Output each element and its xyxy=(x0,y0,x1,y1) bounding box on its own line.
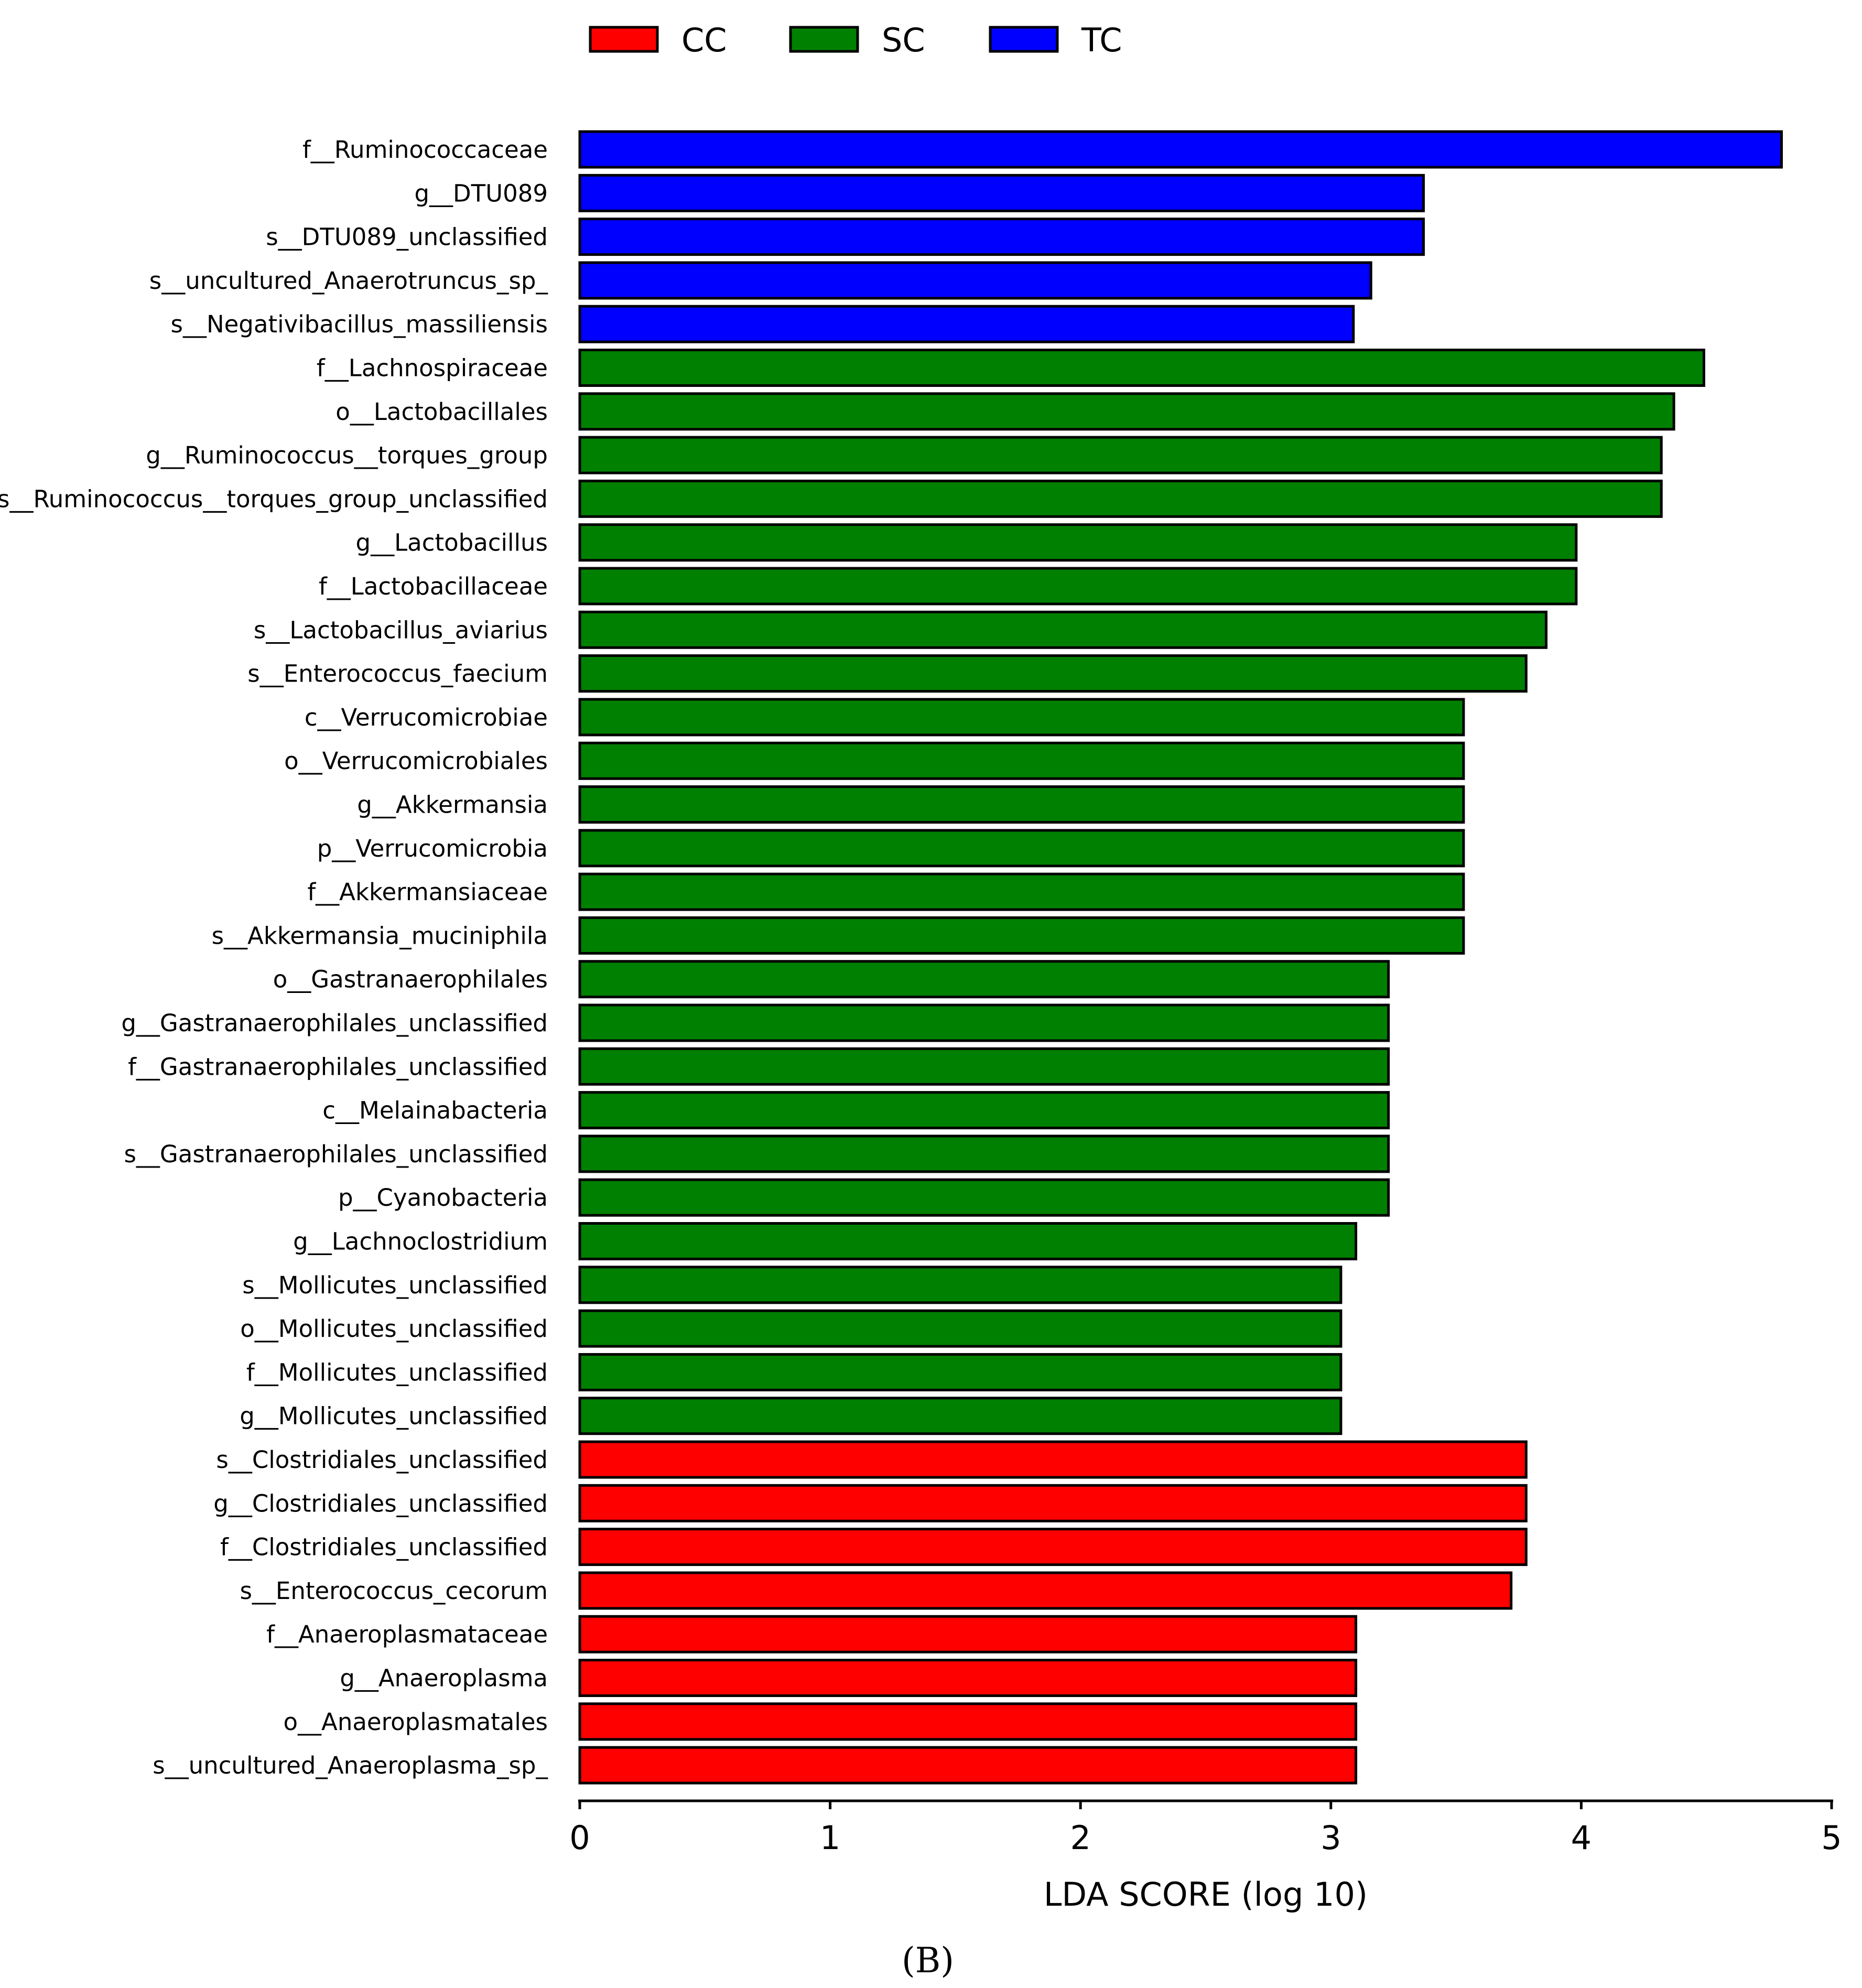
category-label: s__uncultured_Anaeroplasma_sp_ xyxy=(153,1752,548,1779)
bar-g__Lachnoclostridium xyxy=(578,1222,1358,1260)
bar-s__Clostridiales_unclassified xyxy=(578,1440,1528,1479)
legend-swatch-SC xyxy=(789,26,859,53)
bars xyxy=(578,130,1783,1785)
legend-label-SC: SC xyxy=(882,21,925,59)
legend: CC SC TC xyxy=(589,21,1122,59)
bar-s__Enterococcus_faecium xyxy=(578,654,1528,693)
category-label: f__Clostridiales_unclassified xyxy=(220,1533,548,1561)
category-label: s__Enterococcus_faecium xyxy=(247,660,548,688)
legend-label-TC: TC xyxy=(1081,21,1122,59)
category-label: o__Mollicutes_unclassified xyxy=(240,1315,548,1343)
category-label: s__Negativibacillus_massiliensis xyxy=(171,310,548,338)
category-label: g__Ruminococcus__torques_group xyxy=(146,441,548,469)
bar-s__uncultured_Anaerotruncus_sp_ xyxy=(578,261,1372,300)
category-label: f__Lachnospiraceae xyxy=(317,354,548,382)
bar-f__Mollicutes_unclassified xyxy=(578,1353,1343,1391)
bar-s__Ruminococcus__torques_group_unclassified xyxy=(578,479,1663,518)
x-tick-label: 5 xyxy=(1821,1819,1842,1857)
category-label: s__Enterococcus_cecorum xyxy=(240,1577,548,1605)
bar-c__Verrucomicrobiae xyxy=(578,698,1465,737)
category-label: s__DTU089_unclassified xyxy=(266,223,548,251)
bar-f__Lactobacillaceae xyxy=(578,567,1578,606)
category-label: g__DTU089 xyxy=(414,179,548,207)
bar-g__Akkermansia xyxy=(578,785,1465,824)
category-label: o__Gastranaerophilales xyxy=(273,966,548,993)
category-label: f__Anaeroplasmataceae xyxy=(266,1620,548,1648)
x-axis-label: LDA SCORE (log 10) xyxy=(1044,1875,1368,1914)
bar-g__Gastranaerophilales_unclassified xyxy=(578,1003,1390,1042)
bar-o__Anaeroplasmatales xyxy=(578,1702,1358,1741)
bar-p__Verrucomicrobia xyxy=(578,829,1465,868)
category-label: s__Mollicutes_unclassified xyxy=(242,1271,548,1299)
bar-f__Clostridiales_unclassified xyxy=(578,1528,1528,1566)
category-label: s__Ruminococcus__torques_group_unclassif… xyxy=(0,485,548,513)
category-label: p__Cyanobacteria xyxy=(338,1184,548,1212)
bar-o__Verrucomicrobiales xyxy=(578,741,1465,780)
category-label: f__Akkermansiaceae xyxy=(307,878,548,906)
category-label: c__Melainabacteria xyxy=(322,1097,548,1125)
legend-swatch-CC xyxy=(589,26,659,53)
bar-o__Gastranaerophilales xyxy=(578,960,1390,999)
bar-f__Gastranaerophilales_unclassified xyxy=(578,1047,1390,1086)
x-tick-label: 3 xyxy=(1320,1819,1341,1857)
legend-swatch-TC xyxy=(989,26,1059,53)
bar-c__Melainabacteria xyxy=(578,1091,1390,1130)
bar-g__Clostridiales_unclassified xyxy=(578,1484,1528,1522)
category-label: g__Akkermansia xyxy=(357,791,548,819)
x-axis: 0 1 2 3 4 5 xyxy=(569,1799,1842,1857)
category-label: s__Clostridiales_unclassified xyxy=(216,1446,548,1474)
category-label: f__Gastranaerophilales_unclassified xyxy=(128,1053,548,1081)
bar-g__DTU089 xyxy=(578,174,1425,212)
bar-g__Anaeroplasma xyxy=(578,1659,1358,1697)
category-label: s__Gastranaerophilales_unclassified xyxy=(124,1140,548,1168)
bar-s__uncultured_Anaeroplasma_sp_ xyxy=(578,1746,1358,1785)
category-label: o__Verrucomicrobiales xyxy=(284,747,548,775)
bar-f__Akkermansiaceae xyxy=(578,872,1465,911)
category-label: g__Mollicutes_unclassified xyxy=(240,1402,548,1430)
category-label: g__Gastranaerophilales_unclassified xyxy=(121,1009,548,1037)
bar-o__Mollicutes_unclassified xyxy=(578,1309,1343,1348)
category-label: g__Lactobacillus xyxy=(356,529,548,557)
category-label: f__Lactobacillaceae xyxy=(319,572,548,600)
bar-f__Anaeroplasmataceae xyxy=(578,1615,1358,1654)
category-label: c__Verrucomicrobiae xyxy=(305,704,548,731)
bar-s__Akkermansia_muciniphila xyxy=(578,916,1465,955)
panel-label: (B) xyxy=(902,1940,954,1981)
category-label: f__Mollicutes_unclassified xyxy=(246,1358,548,1386)
bar-s__Negativibacillus_massiliensis xyxy=(578,305,1355,343)
bar-s__Gastranaerophilales_unclassified xyxy=(578,1135,1390,1173)
bar-f__Lachnospiraceae xyxy=(578,349,1705,387)
bar-s__Enterococcus_cecorum xyxy=(578,1571,1513,1610)
category-label: s__Lactobacillus_aviarius xyxy=(254,616,548,644)
bar-s__Lactobacillus_aviarius xyxy=(578,610,1548,649)
bar-p__Cyanobacteria xyxy=(578,1178,1390,1217)
bar-s__DTU089_unclassified xyxy=(578,218,1425,256)
category-label: s__Akkermansia_muciniphila xyxy=(212,922,548,949)
bar-f__Ruminococcaceae xyxy=(578,130,1783,169)
category-label: p__Verrucomicrobia xyxy=(317,835,548,862)
legend-label-CC: CC xyxy=(681,21,727,59)
category-label: f__Ruminococcaceae xyxy=(302,136,548,164)
bar-o__Lactobacillales xyxy=(578,392,1675,431)
bar-s__Mollicutes_unclassified xyxy=(578,1266,1343,1304)
x-tick-label: 1 xyxy=(820,1819,840,1857)
category-label: g__Anaeroplasma xyxy=(340,1665,548,1692)
x-tick-label: 2 xyxy=(1070,1819,1090,1857)
category-label: g__Lachnoclostridium xyxy=(293,1228,548,1256)
category-label: g__Clostridiales_unclassified xyxy=(213,1489,548,1517)
category-label: o__Lactobacillales xyxy=(335,398,548,426)
bar-g__Ruminococcus__torques_group xyxy=(578,436,1663,474)
x-tick-label: 0 xyxy=(569,1819,590,1857)
category-labels: f__Ruminococcaceae g__DTU089 s__DTU089_unc… xyxy=(0,136,548,1779)
bar-g__Lactobacillus xyxy=(578,523,1578,562)
category-label: o__Anaeroplasmatales xyxy=(284,1708,548,1736)
bar-g__Mollicutes_unclassified xyxy=(578,1397,1343,1435)
category-label: s__uncultured_Anaerotruncus_sp_ xyxy=(149,267,548,295)
x-tick-label: 4 xyxy=(1571,1819,1592,1857)
